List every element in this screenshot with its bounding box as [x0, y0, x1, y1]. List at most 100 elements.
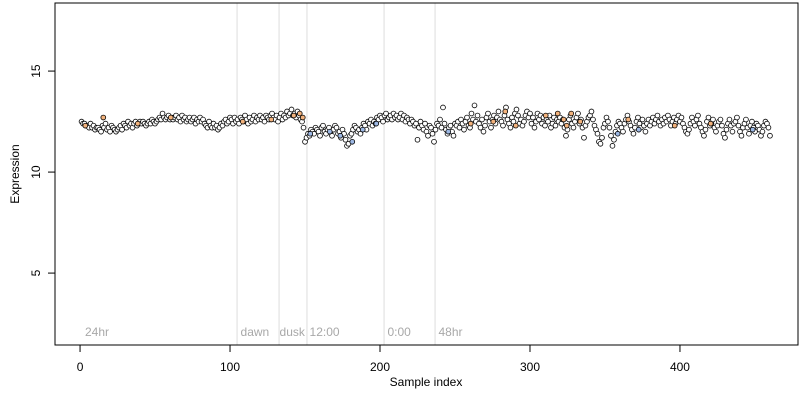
data-point: [480, 128, 487, 135]
data-point: [359, 126, 366, 133]
data-point: [300, 124, 307, 131]
data-point: [431, 138, 437, 145]
data-point: [568, 110, 575, 117]
data-point: [383, 110, 389, 117]
data-point: [317, 132, 323, 139]
annotation: 24hr: [85, 325, 109, 339]
data-point: [738, 132, 745, 139]
data-point: [432, 126, 439, 133]
x-tick-label: 100: [220, 360, 240, 374]
data-point: [445, 128, 452, 135]
data-point: [701, 132, 707, 139]
data-point: [563, 122, 570, 129]
data-point: [620, 128, 626, 135]
annotation: 0:00: [388, 325, 412, 339]
data-point: [611, 136, 617, 143]
data-point: [515, 112, 521, 119]
data-point: [102, 120, 109, 127]
data-point: [342, 136, 349, 143]
data-point: [447, 122, 454, 129]
data-point: [488, 124, 494, 131]
data-point: [530, 114, 536, 121]
data-point: [441, 120, 448, 127]
data-point: [749, 118, 755, 125]
data-point: [261, 118, 268, 125]
data-point: [512, 122, 519, 129]
data-point: [654, 112, 661, 119]
data-point: [513, 106, 520, 113]
data-point: [746, 130, 752, 137]
data-point: [474, 112, 481, 119]
data-point: [577, 118, 584, 125]
data-point: [749, 126, 756, 133]
data-point: [609, 143, 616, 149]
data-point: [735, 122, 742, 129]
data-point: [428, 124, 434, 131]
data-point: [471, 102, 478, 109]
data-point: [597, 140, 604, 147]
data-point: [299, 114, 306, 121]
data-point: [614, 130, 621, 137]
data-point: [759, 128, 766, 135]
data-point: [767, 132, 773, 139]
data-point: [438, 124, 445, 131]
data-point: [456, 124, 463, 131]
data-point: [560, 116, 567, 123]
x-tick-label: 0: [77, 360, 84, 374]
data-point: [528, 120, 535, 127]
data-point: [713, 128, 719, 135]
data-point: [635, 126, 642, 133]
data-point: [642, 128, 649, 135]
data-point: [705, 114, 712, 121]
data-point: [605, 118, 611, 125]
data-point: [590, 116, 596, 123]
data-point: [588, 108, 595, 115]
data-point: [542, 112, 549, 119]
data-point: [82, 122, 89, 129]
data-point: [296, 110, 303, 117]
data-point: [765, 124, 772, 131]
data-point: [542, 122, 548, 129]
data-point: [333, 124, 340, 131]
y-tick-label: 15: [29, 64, 43, 78]
data-point: [437, 116, 443, 123]
annotation: 48hr: [438, 325, 462, 339]
data-point: [98, 128, 104, 135]
data-point: [635, 114, 641, 121]
y-axis-label: Expression: [8, 144, 22, 203]
data-point: [639, 116, 646, 123]
data-point: [337, 132, 344, 139]
data-point: [554, 110, 561, 117]
plot-frame: [54, 2, 799, 346]
data-point: [477, 124, 484, 131]
data-point: [692, 122, 698, 129]
annotation: 12:00: [310, 325, 340, 339]
data-point: [625, 116, 632, 123]
data-point: [490, 118, 497, 125]
data-point: [288, 106, 295, 113]
data-point: [326, 128, 333, 135]
data-point: [531, 124, 538, 131]
data-point: [734, 114, 740, 121]
data-point: [429, 130, 436, 137]
data-point: [268, 116, 275, 123]
data-point: [479, 116, 485, 123]
data-point: [570, 124, 577, 131]
data-point: [707, 120, 714, 127]
data-point: [464, 114, 470, 121]
data-point: [575, 110, 581, 117]
y-tick-label: 5: [29, 269, 43, 276]
data-point: [307, 130, 314, 137]
data-point: [414, 136, 421, 143]
data-point: [717, 116, 724, 123]
data-point: [290, 112, 297, 119]
data-point: [507, 124, 514, 131]
data-point: [485, 110, 491, 117]
data-point: [467, 120, 474, 127]
annotation: dawn: [241, 325, 270, 339]
y-tick-label: 10: [29, 165, 43, 179]
data-point: [630, 130, 637, 137]
data-point: [726, 116, 733, 123]
data-point: [167, 114, 174, 121]
